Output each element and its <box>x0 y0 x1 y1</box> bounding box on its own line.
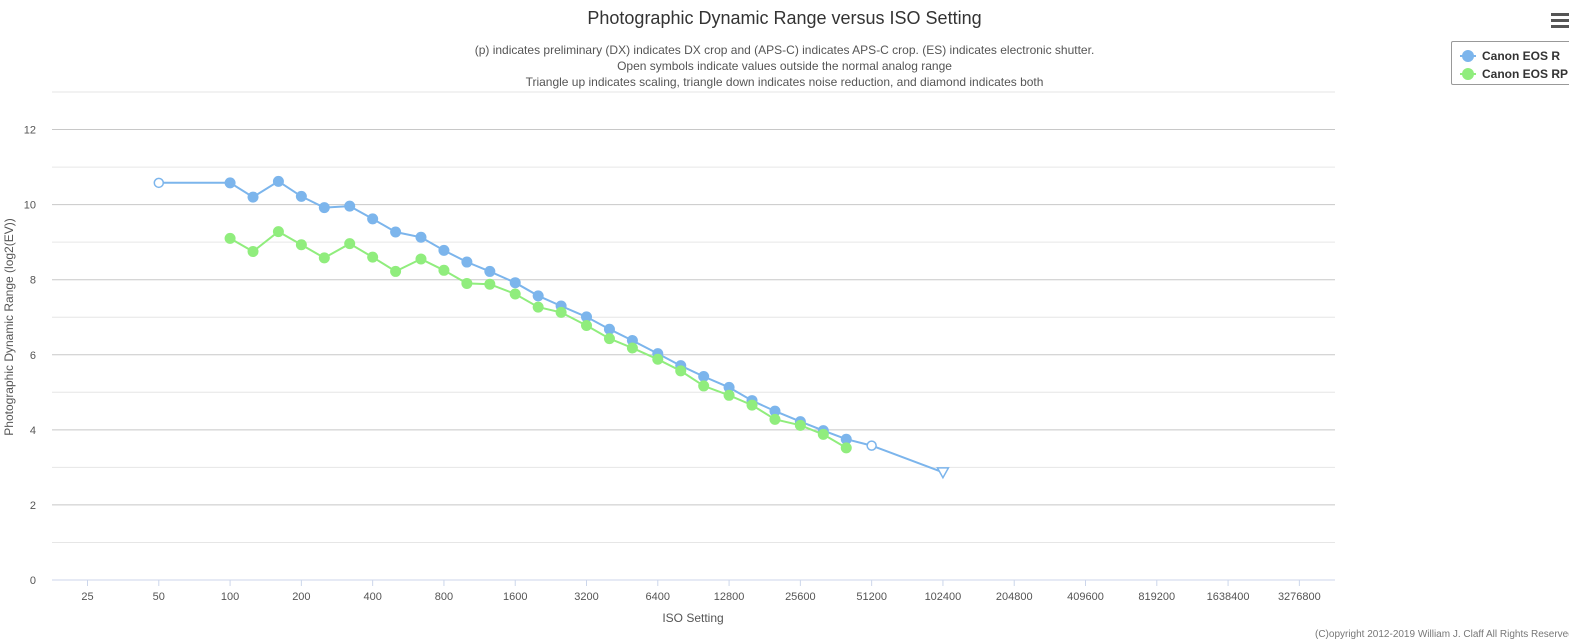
data-point[interactable] <box>840 442 852 454</box>
data-point[interactable] <box>769 413 781 425</box>
data-point[interactable] <box>224 177 236 189</box>
data-point[interactable] <box>390 226 402 238</box>
y-tick-label: 12 <box>24 125 36 137</box>
data-point-open[interactable] <box>153 177 165 189</box>
data-point[interactable] <box>698 380 710 392</box>
data-point[interactable] <box>484 265 496 277</box>
data-point[interactable] <box>603 323 615 335</box>
data-point[interactable] <box>415 231 427 243</box>
x-tick-label: 800 <box>435 591 453 603</box>
x-tick-label: 819200 <box>1138 591 1175 603</box>
data-point[interactable] <box>461 277 473 289</box>
y-tick-label: 10 <box>24 200 36 212</box>
x-axis-ticks: 25 50 100 200 400 800 1600 3200 6400 12800 25600 51… <box>81 580 1321 603</box>
data-point[interactable] <box>603 333 615 345</box>
chart-subtitle-line-3: Triangle up indicates scaling, triangle … <box>525 75 1044 89</box>
x-tick-label: 1638400 <box>1207 591 1250 603</box>
y-tick-label: 8 <box>30 275 36 287</box>
legend-label-canon-eos-r: Canon EOS R <box>1482 49 1561 63</box>
legend-symbol-canon-eos-rp <box>1460 68 1476 80</box>
x-axis-label: ISO Setting <box>662 611 723 625</box>
data-point-triangle-down[interactable] <box>936 467 950 480</box>
data-point[interactable] <box>344 238 356 250</box>
chart-title: Photographic Dynamic Range versus ISO Se… <box>587 8 982 28</box>
x-tick-label: 200 <box>292 591 310 603</box>
y-tick-label: 4 <box>30 425 36 437</box>
data-point[interactable] <box>415 253 427 265</box>
data-point[interactable] <box>484 278 496 290</box>
data-point[interactable] <box>840 433 852 445</box>
data-point[interactable] <box>509 277 521 289</box>
x-tick-label: 25 <box>81 591 93 603</box>
data-point[interactable] <box>532 301 544 313</box>
data-point[interactable] <box>295 239 307 251</box>
x-tick-label: 25600 <box>785 591 816 603</box>
data-point[interactable] <box>794 419 806 431</box>
data-point[interactable] <box>532 290 544 302</box>
data-point[interactable] <box>723 381 735 393</box>
x-tick-label: 6400 <box>646 591 670 603</box>
x-tick-label: 204800 <box>996 591 1033 603</box>
x-tick-label: 100 <box>221 591 239 603</box>
grid-lines <box>52 91 1335 581</box>
data-point[interactable] <box>675 365 687 377</box>
y-axis-ticks: 0 2 4 6 8 10 12 <box>24 125 36 587</box>
chart-subtitle-line-2: Open symbols indicate values outside the… <box>617 59 952 73</box>
data-point[interactable] <box>438 244 450 256</box>
data-point[interactable] <box>652 353 664 365</box>
data-point[interactable] <box>698 371 710 383</box>
data-point[interactable] <box>461 256 473 268</box>
data-point[interactable] <box>817 428 829 440</box>
x-tick-label: 51200 <box>856 591 887 603</box>
data-point[interactable] <box>272 175 284 187</box>
x-tick-label: 1600 <box>503 591 527 603</box>
data-point[interactable] <box>272 226 284 238</box>
data-point[interactable] <box>247 246 259 258</box>
data-point-open[interactable] <box>866 440 877 451</box>
x-tick-label: 409600 <box>1067 591 1104 603</box>
series-line <box>229 230 847 449</box>
x-tick-label: 3276800 <box>1278 591 1321 603</box>
data-point[interactable] <box>390 265 402 277</box>
data-point[interactable] <box>723 389 735 401</box>
x-tick-label: 50 <box>153 591 165 603</box>
series-1 <box>224 226 852 454</box>
chart-subtitle-line-1: (p) indicates preliminary (DX) indicates… <box>474 43 1095 57</box>
copyright-credit: (C)opyright 2012-2019 William J. Claff A… <box>1315 629 1569 640</box>
data-point[interactable] <box>438 264 450 276</box>
y-axis-label: Photographic Dynamic Range (log2(EV)) <box>2 218 16 435</box>
data-point[interactable] <box>247 191 259 203</box>
series-0 <box>153 175 950 480</box>
y-tick-label: 6 <box>30 350 36 362</box>
data-point[interactable] <box>367 213 379 225</box>
data-point[interactable] <box>626 342 638 354</box>
legend-symbol-canon-eos-r <box>1460 50 1476 62</box>
hamburger-menu-icon[interactable] <box>1551 13 1569 31</box>
data-point[interactable] <box>295 190 307 202</box>
x-tick-label: 3200 <box>574 591 598 603</box>
data-point[interactable] <box>746 399 758 411</box>
data-point[interactable] <box>555 306 567 318</box>
x-tick-label: 102400 <box>925 591 962 603</box>
data-point[interactable] <box>344 200 356 212</box>
legend: Canon EOS R Canon EOS RP <box>1451 41 1569 85</box>
data-point[interactable] <box>318 252 330 264</box>
data-point[interactable] <box>367 251 379 263</box>
data-point[interactable] <box>318 202 330 214</box>
y-tick-label: 2 <box>30 500 36 512</box>
data-point[interactable] <box>581 319 593 331</box>
data-point[interactable] <box>224 232 236 244</box>
data-point[interactable] <box>769 405 781 417</box>
y-tick-label: 0 <box>30 575 36 587</box>
x-tick-label: 400 <box>363 591 381 603</box>
data-point[interactable] <box>509 288 521 300</box>
data-point[interactable] <box>581 311 593 323</box>
x-tick-label: 12800 <box>714 591 745 603</box>
legend-label-canon-eos-rp: Canon EOS RP <box>1482 67 1569 81</box>
series-layer <box>153 175 950 480</box>
